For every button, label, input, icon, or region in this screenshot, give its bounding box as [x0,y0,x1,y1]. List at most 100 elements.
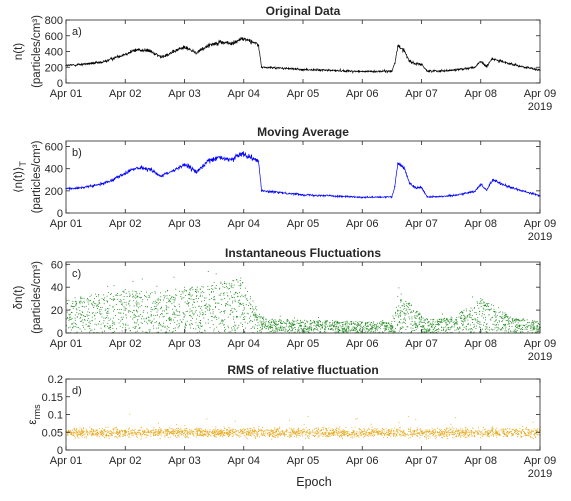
data-point [519,328,520,329]
data-point [463,315,464,316]
data-point [399,434,400,435]
data-point [326,324,327,325]
data-point [520,332,521,333]
data-point [367,326,368,327]
data-point [537,328,538,329]
data-point [441,321,442,322]
data-point [112,321,113,322]
data-point [526,429,527,430]
data-point [510,316,511,317]
data-point [197,430,198,431]
data-point [107,313,108,314]
data-point [277,328,278,329]
data-point [331,433,332,434]
data-point [269,436,270,437]
data-point [390,436,391,437]
data-point [449,435,450,436]
data-point [482,433,483,434]
data-point [415,317,416,318]
data-point [505,312,506,313]
data-point [466,326,467,327]
data-point [187,435,188,436]
data-point [199,316,200,317]
data-point [218,434,219,435]
data-point [179,291,180,292]
data-point [276,435,277,436]
data-point [272,319,273,320]
data-point [75,326,76,327]
data-point [433,432,434,433]
data-point [190,315,191,316]
data-point [197,301,198,302]
data-point [196,289,197,290]
data-point [525,435,526,436]
data-point [450,327,451,328]
data-point [320,321,321,322]
data-point [183,319,184,320]
data-point [137,296,138,297]
data-point [281,320,282,321]
data-point [357,324,358,325]
data-point [105,435,106,436]
data-point [155,322,156,323]
data-point [111,293,112,294]
data-point [365,331,366,332]
data-point [175,298,176,299]
data-point [77,436,78,437]
data-point [493,305,494,306]
y-axis-label: n(t) [13,43,25,60]
data-point [147,299,148,300]
data-point [526,324,527,325]
data-point [200,296,201,297]
data-point [273,321,274,322]
data-point [213,291,214,292]
data-point [356,329,357,330]
data-point [149,432,150,433]
data-point [207,436,208,437]
data-point [69,315,70,316]
data-point [311,329,312,330]
data-point [71,319,72,320]
data-point [338,431,339,432]
data-point [128,429,129,430]
data-point [405,323,406,324]
data-point [165,327,166,328]
data-point [100,434,101,435]
data-point [216,317,217,318]
data-point [532,322,533,323]
data-point [329,434,330,435]
data-point [134,432,135,433]
data-point [245,328,246,329]
data-point [247,431,248,432]
y-tick-label: 20 [51,305,63,317]
data-point [452,432,453,433]
data-point [334,434,335,435]
data-point [338,433,339,434]
data-point [183,433,184,434]
data-point [393,433,394,434]
data-point [242,429,243,430]
data-point [230,433,231,434]
data-point [404,436,405,437]
data-point [252,432,253,433]
data-point [107,315,108,316]
data-point [503,431,504,432]
data-point [332,328,333,329]
data-point [346,330,347,331]
data-point [392,330,393,331]
data-point [299,433,300,434]
data-point [158,423,159,424]
data-point [292,323,293,324]
data-point [505,327,506,328]
data-point [397,311,398,312]
data-point [202,432,203,433]
data-point [532,437,533,438]
data-point [533,431,534,432]
data-point [167,429,168,430]
data-point [197,433,198,434]
data-point [461,318,462,319]
data-point [119,176,120,177]
data-point [438,328,439,329]
data-point [159,431,160,432]
data-point [213,433,214,434]
